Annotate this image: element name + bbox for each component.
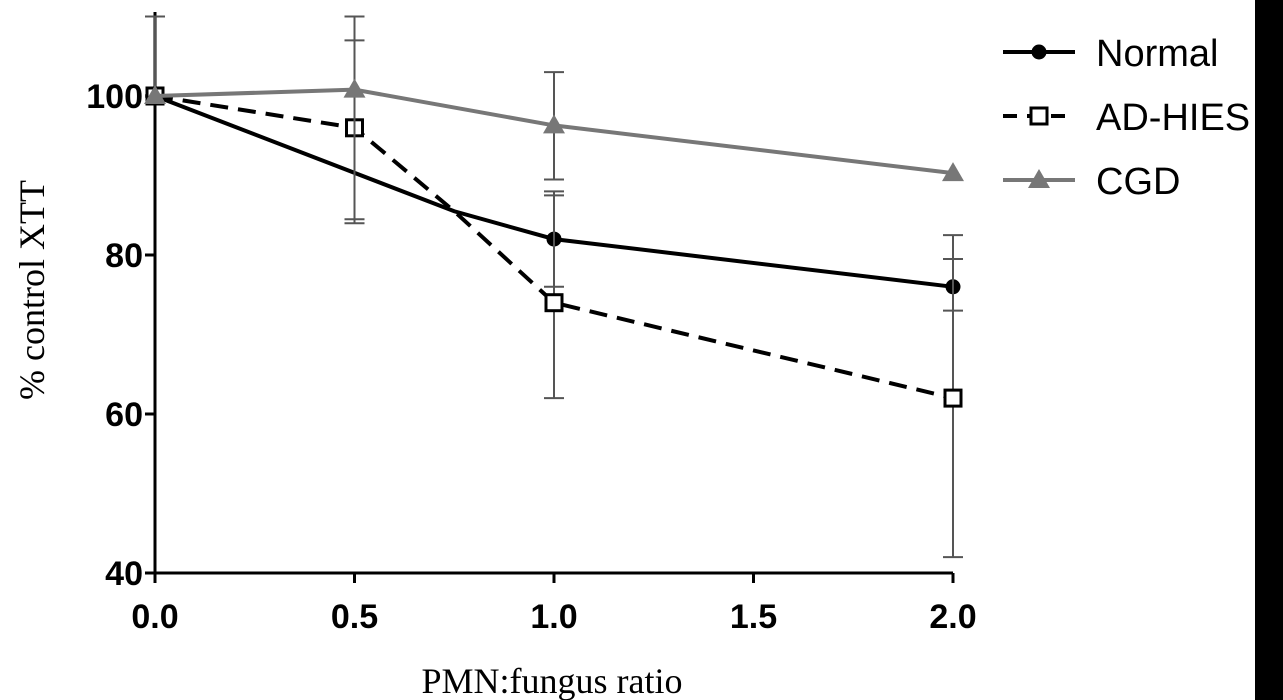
y-tick-label: 40	[105, 555, 143, 593]
legend: Normal AD-HIES CGD	[1003, 33, 1250, 203]
data-point	[943, 388, 963, 408]
x-tick-label: 1.0	[530, 598, 577, 636]
series-ad-hies	[145, 15, 963, 559]
data-point	[544, 293, 564, 313]
x-axis-title: PMN:fungus ratio	[422, 661, 683, 700]
right-border-bar	[1255, 0, 1283, 700]
x-tick-label: 0.5	[331, 598, 378, 636]
data-point	[543, 114, 565, 134]
legend-label: AD-HIES	[1096, 97, 1250, 139]
legend-label: CGD	[1096, 161, 1180, 203]
legend-entry: Normal	[1003, 33, 1218, 75]
legend-marker	[1028, 169, 1050, 188]
axes: 40 60 80 100 0.0 0.5 1.0 1.5 2.0	[86, 12, 977, 636]
series-cgd	[144, 15, 964, 225]
data-point	[144, 85, 166, 104]
series-layer	[144, 15, 964, 559]
x-tick-label: 2.0	[929, 598, 976, 636]
series-line	[154, 87, 954, 176]
legend-marker	[1031, 44, 1047, 60]
legend-marker	[1029, 106, 1049, 126]
data-point	[942, 162, 964, 182]
data-point	[343, 78, 366, 98]
series-line	[154, 94, 954, 401]
series-line	[154, 94, 954, 289]
y-tick-label: 80	[105, 237, 143, 275]
y-tick-label: 60	[105, 396, 143, 434]
legend-label: Normal	[1096, 33, 1218, 75]
x-tick-label: 1.5	[730, 598, 777, 636]
y-axis-title: % control XTT	[12, 180, 52, 400]
legend-entry: AD-HIES	[1003, 97, 1250, 139]
x-tick-label: 0.0	[131, 598, 178, 636]
y-tick-label: 100	[86, 78, 143, 116]
legend-entry: CGD	[1003, 161, 1180, 203]
